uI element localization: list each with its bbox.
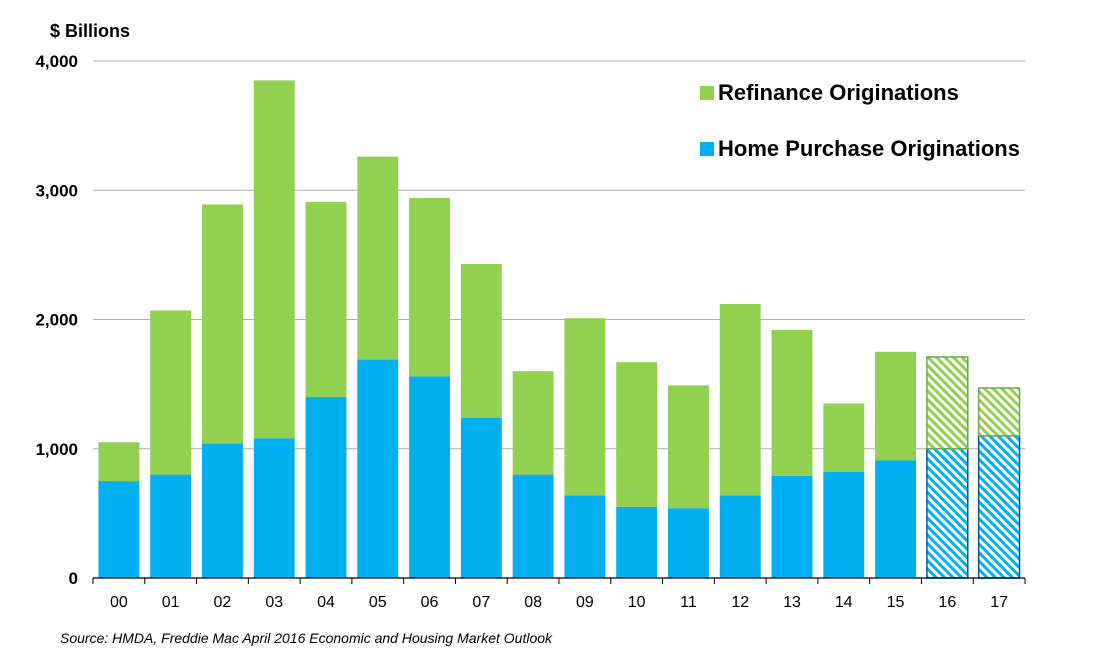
x-tick-label: 11 <box>680 594 697 611</box>
y-tick-label: 1,000 <box>35 440 78 459</box>
bar-refinance-09 <box>564 318 606 496</box>
bar-home-purchase-06 <box>409 376 451 578</box>
bar-home-purchase-01 <box>150 474 192 578</box>
x-tick-label: 12 <box>731 594 749 611</box>
bar-home-purchase-11 <box>667 508 709 578</box>
x-tick-label: 15 <box>887 594 905 611</box>
bar-refinance-13 <box>771 329 813 476</box>
x-tick-label: 00 <box>110 594 128 611</box>
bar-home-purchase-00 <box>98 481 140 578</box>
bar-refinance-05 <box>357 156 399 360</box>
legend: Refinance Originations Home Purchase Ori… <box>700 80 1020 161</box>
bar-home-purchase-03 <box>253 438 295 578</box>
bar-refinance-16 <box>926 356 969 450</box>
x-tick-label: 10 <box>628 594 646 611</box>
x-axis <box>92 577 1026 584</box>
bar-refinance-14 <box>823 403 865 473</box>
bar-refinance-03 <box>253 80 295 439</box>
bar-refinance-12 <box>719 303 761 496</box>
bar-home-purchase-13 <box>771 475 813 578</box>
x-tick-label: 08 <box>524 594 542 611</box>
bar-home-purchase-02 <box>201 443 243 578</box>
x-tick-labels: 00 01 02 03 04 05 06 07 08 09 10 11 12 13 14 15 16 17 <box>110 594 1008 611</box>
legend-swatch-home-purchase <box>700 142 714 156</box>
y-tick-label: 0 <box>69 569 78 588</box>
bar-refinance-11 <box>667 385 709 509</box>
bar-home-purchase-05 <box>357 359 399 578</box>
bar-refinance-15 <box>875 351 917 461</box>
bar-home-purchase-15 <box>875 460 917 578</box>
x-tick-label: 04 <box>317 594 335 611</box>
y-tick-label: 4,000 <box>35 52 78 71</box>
bar-refinance-04 <box>305 201 347 398</box>
bar-refinance-00 <box>98 442 140 482</box>
x-tick-label: 01 <box>162 594 180 611</box>
bar-refinance-02 <box>201 204 243 444</box>
legend-label-home-purchase: Home Purchase Originations <box>718 136 1020 161</box>
bar-home-purchase-16 <box>926 448 969 579</box>
bar-home-purchase-10 <box>616 506 658 578</box>
x-tick-label: 05 <box>369 594 387 611</box>
bar-home-purchase-04 <box>305 397 347 578</box>
y-axis-label: $ Billions <box>50 21 130 41</box>
bar-refinance-10 <box>616 362 658 507</box>
x-tick-label: 06 <box>421 594 439 611</box>
bar-home-purchase-09 <box>564 495 606 578</box>
bar-refinance-07 <box>460 263 502 418</box>
x-tick-label: 09 <box>576 594 594 611</box>
x-tick-label: 02 <box>214 594 232 611</box>
bar-home-purchase-17 <box>977 435 1021 579</box>
bar-home-purchase-14 <box>823 472 865 578</box>
bar-refinance-06 <box>409 198 451 377</box>
bar-home-purchase-07 <box>460 417 502 578</box>
bar-refinance-08 <box>512 371 554 475</box>
y-tick-label: 3,000 <box>35 181 78 200</box>
x-tick-label: 17 <box>990 594 1008 611</box>
bar-home-purchase-08 <box>512 474 554 578</box>
legend-swatch-refinance <box>700 86 714 100</box>
bar-refinance-17 <box>977 387 1021 437</box>
x-tick-label: 03 <box>265 594 283 611</box>
x-tick-label: 14 <box>835 594 853 611</box>
y-tick-label: 2,000 <box>35 311 78 330</box>
x-tick-label: 13 <box>783 594 801 611</box>
bar-refinance-01 <box>150 310 192 475</box>
legend-label-refinance: Refinance Originations <box>718 80 959 105</box>
y-tick-labels: 0 1,000 2,000 3,000 4,000 <box>35 52 78 588</box>
bar-home-purchase-12 <box>719 495 761 578</box>
x-tick-label: 07 <box>472 594 490 611</box>
source-note: Source: HMDA, Freddie Mac April 2016 Eco… <box>60 630 553 646</box>
gridlines <box>93 60 1025 450</box>
x-tick-label: 16 <box>938 594 956 611</box>
bars <box>98 80 1021 579</box>
